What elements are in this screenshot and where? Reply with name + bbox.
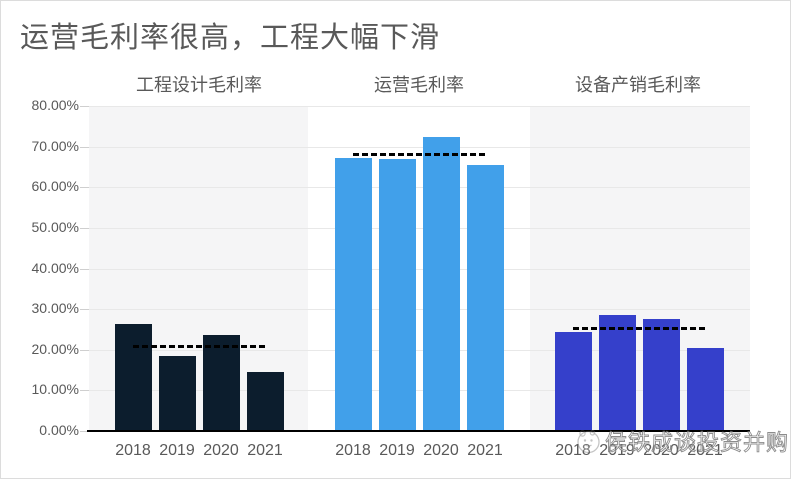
x-tick-label-0-2021: 2021 <box>247 442 283 459</box>
gridline-30 <box>89 309 750 311</box>
y-tick-50 <box>80 227 89 229</box>
gridline-50 <box>89 227 750 229</box>
y-tick-label-20: 20.00% <box>31 340 79 357</box>
y-tick-20 <box>80 349 89 351</box>
bar-工程设计毛利率-2021 <box>246 371 284 431</box>
y-tick-label-70: 70.00% <box>31 137 79 154</box>
gridline-20 <box>89 349 750 351</box>
bar-工程设计毛利率-2019 <box>158 355 196 431</box>
x-tick-label-1-2019: 2019 <box>379 442 415 459</box>
average-line-运营毛利率 <box>353 153 485 157</box>
y-tick-label-10: 10.00% <box>31 381 79 398</box>
x-tick-label-0-2019: 2019 <box>159 442 195 459</box>
y-tick-10 <box>80 390 89 392</box>
x-tick-label-2-2019: 2019 <box>599 442 635 459</box>
x-tick-label-0-2020: 2020 <box>203 442 239 459</box>
y-tick-label-40: 40.00% <box>31 259 79 276</box>
bar-设备产销毛利率-2019 <box>598 315 636 431</box>
gridline-60 <box>89 187 750 189</box>
bar-设备产销毛利率-2020 <box>642 319 680 431</box>
group-title-operations: 运营毛利率 <box>374 75 464 95</box>
y-tick-70 <box>80 146 89 148</box>
average-line-工程设计毛利率 <box>133 345 265 348</box>
y-tick-40 <box>80 268 89 270</box>
y-tick-label-60: 60.00% <box>31 178 79 195</box>
bar-运营毛利率-2021 <box>466 164 504 431</box>
x-axis-line <box>87 430 750 432</box>
chart-title: 运营毛利率很高，工程大幅下滑 <box>20 22 441 54</box>
y-tick-label-80: 80.00% <box>31 97 79 113</box>
bar-工程设计毛利率-2020 <box>202 334 240 431</box>
y-tick-label-30: 30.00% <box>31 300 79 317</box>
gridline-10 <box>89 390 750 392</box>
group-title-engineering-design: 工程设计毛利率 <box>136 75 262 95</box>
x-tick-label-1-2020: 2020 <box>423 442 459 459</box>
y-tick-label-50: 50.00% <box>31 218 79 235</box>
x-tick-label-2-2020: 2020 <box>643 442 679 459</box>
bar-工程设计毛利率-2018 <box>114 323 152 431</box>
y-tick-30 <box>80 309 89 311</box>
x-tick-label-0-2018: 2018 <box>115 442 151 459</box>
x-tick-label-1-2018: 2018 <box>335 442 371 459</box>
average-line-设备产销毛利率 <box>573 327 705 331</box>
y-tick-0 <box>80 431 89 432</box>
group-title-equipment-sales: 设备产销毛利率 <box>575 75 701 95</box>
bar-设备产销毛利率-2018 <box>554 331 592 431</box>
bar-设备产销毛利率-2021 <box>686 347 724 431</box>
gridline-40 <box>89 268 750 270</box>
bar-运营毛利率-2020 <box>422 137 460 431</box>
bar-运营毛利率-2019 <box>378 159 416 431</box>
x-tick-label-2-2018: 2018 <box>555 442 591 459</box>
x-tick-label-2-2021: 2021 <box>687 442 723 459</box>
y-tick-label-0: 0.00% <box>39 422 79 438</box>
x-tick-label-1-2021: 2021 <box>467 442 503 459</box>
y-tick-60 <box>80 187 89 189</box>
gridline-80 <box>89 106 750 107</box>
bar-运营毛利率-2018 <box>334 158 372 431</box>
y-tick-80 <box>80 106 89 107</box>
gridline-70 <box>89 146 750 148</box>
